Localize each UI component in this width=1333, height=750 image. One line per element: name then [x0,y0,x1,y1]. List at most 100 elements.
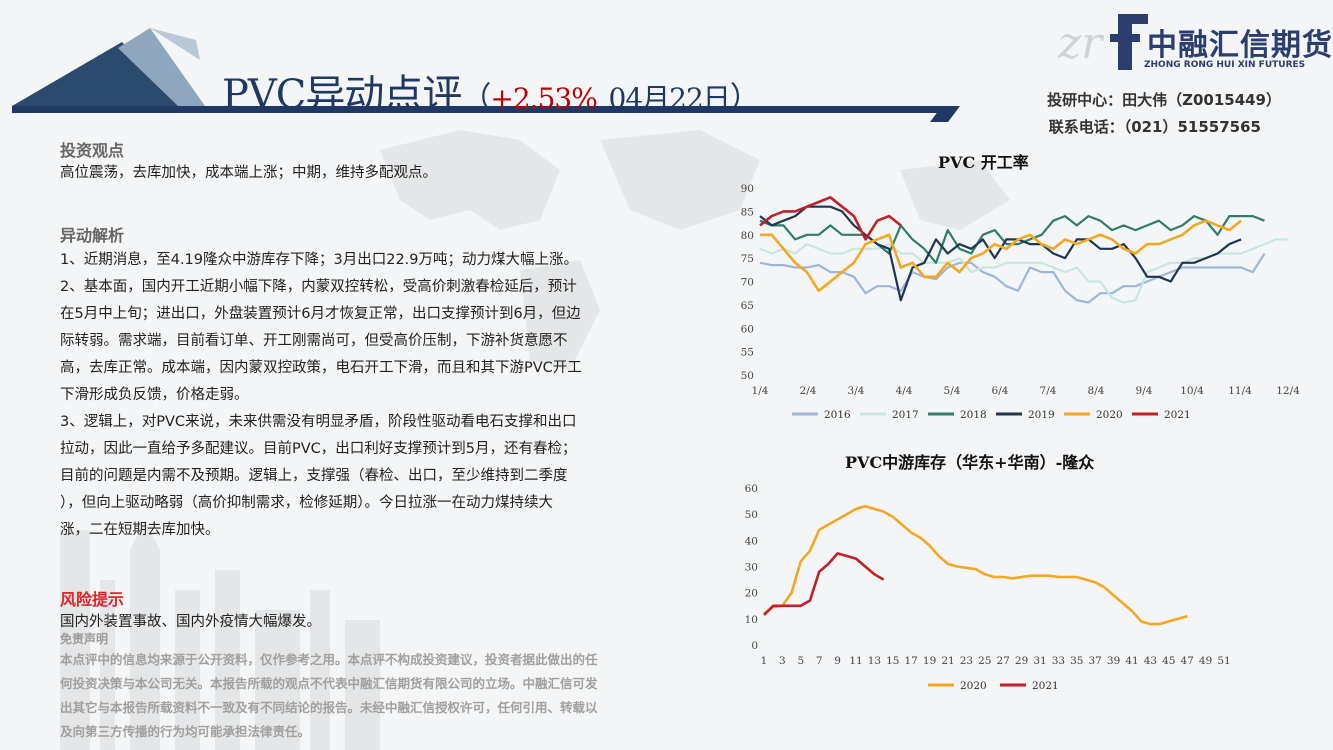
x-tick-label: 41 [1125,655,1138,667]
y-tick-label: 90 [741,183,754,195]
analysis-line: 高，去库正常。成本端，因内蒙双控政策，电石开工下滑，而且和其下游PVC开工 [60,360,582,376]
chart-title-inventory: PVC中游库存（华东+华南）-隆众 [845,453,1095,472]
contact-analyst: 投研中心：田大伟（Z0015449） [1047,91,1281,109]
title-paren-open: （ [461,81,491,116]
x-tick-label: 9 [834,655,841,667]
x-tick-label: 12/4 [1276,385,1300,397]
x-tick-label: 4/4 [896,385,913,397]
legend-label-2016: 2016 [824,409,851,421]
y-tick-label: 65 [741,300,754,312]
y-tick-label: 10 [745,614,758,626]
y-tick-label: 70 [741,277,754,289]
analysis-heading: 异动解析 [60,226,125,245]
disclaimer-text: 本点评中的信息均来源于公开资料，仅作参考之用。本点评不构成投资建议，投资者据此做… [60,648,665,744]
analysis-line: 拉动，因此一直给予多配建议。目前PVC，出口利好支撑预计到5月，还有春检； [60,441,577,457]
legend-label-2020: 2020 [1096,409,1123,421]
y-tick-label: 80 [741,230,754,242]
x-tick-label: 1 [761,655,768,667]
report-date: 04月22日 [608,82,731,115]
y-tick-label: 50 [741,370,754,382]
x-tick-label: 27 [997,655,1010,667]
y-tick-label: 20 [745,588,758,600]
price-change: +2.53% [490,82,597,115]
company-name: 中融汇信期货 [1147,28,1333,63]
series-line-2017 [759,238,1288,304]
x-tick-label: 7 [816,655,823,667]
title-paren-close: ） [729,81,760,116]
y-tick-label: 85 [741,206,754,218]
y-tick-label: 55 [741,347,754,359]
legend-label-2020: 2020 [960,680,987,692]
title-main: PVC异动点评 [222,72,462,118]
analysis-line: 1、近期消息，至4.19隆众中游库存下降；3月出口22.9万吨；动力煤大幅上涨。 [60,252,579,268]
risk-heading: 风险提示 [60,590,125,609]
x-tick-label: 21 [941,655,954,667]
analysis-line: 3、逻辑上，对PVC来说，未来供需没有明显矛盾，阶段性驱动看电石支撑和出口 [60,414,577,430]
disclaimer-line: 出其它与本报告所载资料不一致及有不同结论的报告。未经中融汇信授权许可，任何引用、… [60,700,598,715]
x-tick-label: 45 [1162,655,1175,667]
analysis-line: 2、基本面，国内开工近期小幅下降，内蒙双控转松，受高价刺激春检延后，预计 [60,279,577,295]
y-tick-label: 60 [745,483,758,495]
series-line-2020 [763,504,1188,626]
series-line-2016 [759,252,1266,304]
x-tick-label: 3 [779,655,786,667]
x-tick-label: 11/4 [1228,385,1252,397]
x-tick-label: 31 [1033,655,1046,667]
view-heading: 投资观点 [60,141,125,160]
x-tick-label: 33 [1052,655,1065,667]
x-tick-label: 43 [1144,655,1157,667]
legend-label-2021: 2021 [1164,409,1191,421]
disclaimer-line: 本点评中的信息均来源于公开资料，仅作参考之用。本点评不构成投资建议，投资者据此做… [60,652,598,667]
background-watermark [60,130,1010,750]
series-line-2020 [760,219,1242,293]
analysis-line: 在5月中上旬；进出口，外盘装置预计6月才恢复正常，出口支撑预计到6月，但边 [60,306,581,322]
y-tick-label: 50 [745,509,758,521]
company-logo-icon: zr [1058,14,1148,70]
x-tick-label: 8/4 [1088,385,1105,397]
disclaimer-title: 免责声明 [60,632,109,646]
x-tick-label: 35 [1070,655,1083,667]
x-tick-label: 51 [1217,655,1230,667]
page-title: PVC异动点评（+2.53% 04月22日） [222,62,760,120]
svg-text:zr: zr [1058,18,1105,69]
legend-label-2019: 2019 [1028,409,1055,421]
x-tick-label: 2/4 [800,385,817,397]
x-tick-label: 7/4 [1040,385,1057,397]
analysis-line: 目前的问题是内需不及预期。逻辑上，支撑强（春检、出口，至少维持到二季度 [60,468,568,484]
x-tick-label: 19 [923,655,936,667]
x-tick-label: 9/4 [1136,385,1153,397]
analysis-text: 1、近期消息，至4.19隆众中游库存下降；3月出口22.9万吨；动力煤大幅上涨。… [60,247,660,544]
legend-label-2017: 2017 [892,409,919,421]
x-tick-label: 10/4 [1180,385,1204,397]
x-tick-label: 29 [1015,655,1028,667]
series-line-2019 [759,205,1242,302]
disclaimer-line: 何投资决策与本公司无关。本报告所载的观点不代表中融汇信期货有限公司的立场。中融汇… [60,676,598,691]
x-tick-label: 15 [886,655,899,667]
company-name-en: ZHONG RONG HUI XIN FUTURES [1144,60,1306,70]
analysis-line: 际转弱。需求端，目前看订单、开工刚需尚可，但受高价压制，下游补货意愿不 [60,333,568,349]
x-tick-label: 39 [1107,655,1120,667]
x-tick-label: 5 [797,655,804,667]
x-tick-label: 49 [1199,655,1212,667]
x-tick-label: 5/4 [944,385,961,397]
y-tick-label: 75 [741,253,754,265]
analysis-line: ），但向上驱动略弱（高价抑制需求，检修延期）。今日拉涨一在动力煤持续大 [60,495,553,511]
x-tick-label: 3/4 [848,385,865,397]
x-tick-label: 6/4 [992,385,1009,397]
legend-label-2021: 2021 [1032,680,1059,692]
legend-label-2018: 2018 [960,409,987,421]
y-tick-label: 0 [751,640,758,652]
x-tick-label: 23 [960,655,973,667]
analysis-line: 涨，二在短期去库加快。 [60,522,220,538]
risk-text: 国内外装置事故、国内外疫情大幅爆发。 [60,614,321,630]
contact-phone: 联系电话：（021）51557565 [1048,118,1261,136]
y-tick-label: 60 [741,323,754,335]
x-tick-label: 25 [978,655,991,667]
y-tick-label: 30 [745,562,758,574]
view-text: 高位震荡，去库加快，成本端上涨；中期，维持多配观点。 [60,165,437,181]
analysis-line: 下滑形成负反馈，价格走弱。 [60,387,249,403]
x-tick-label: 17 [905,655,918,667]
x-tick-label: 47 [1181,655,1194,667]
y-tick-label: 40 [745,535,758,547]
